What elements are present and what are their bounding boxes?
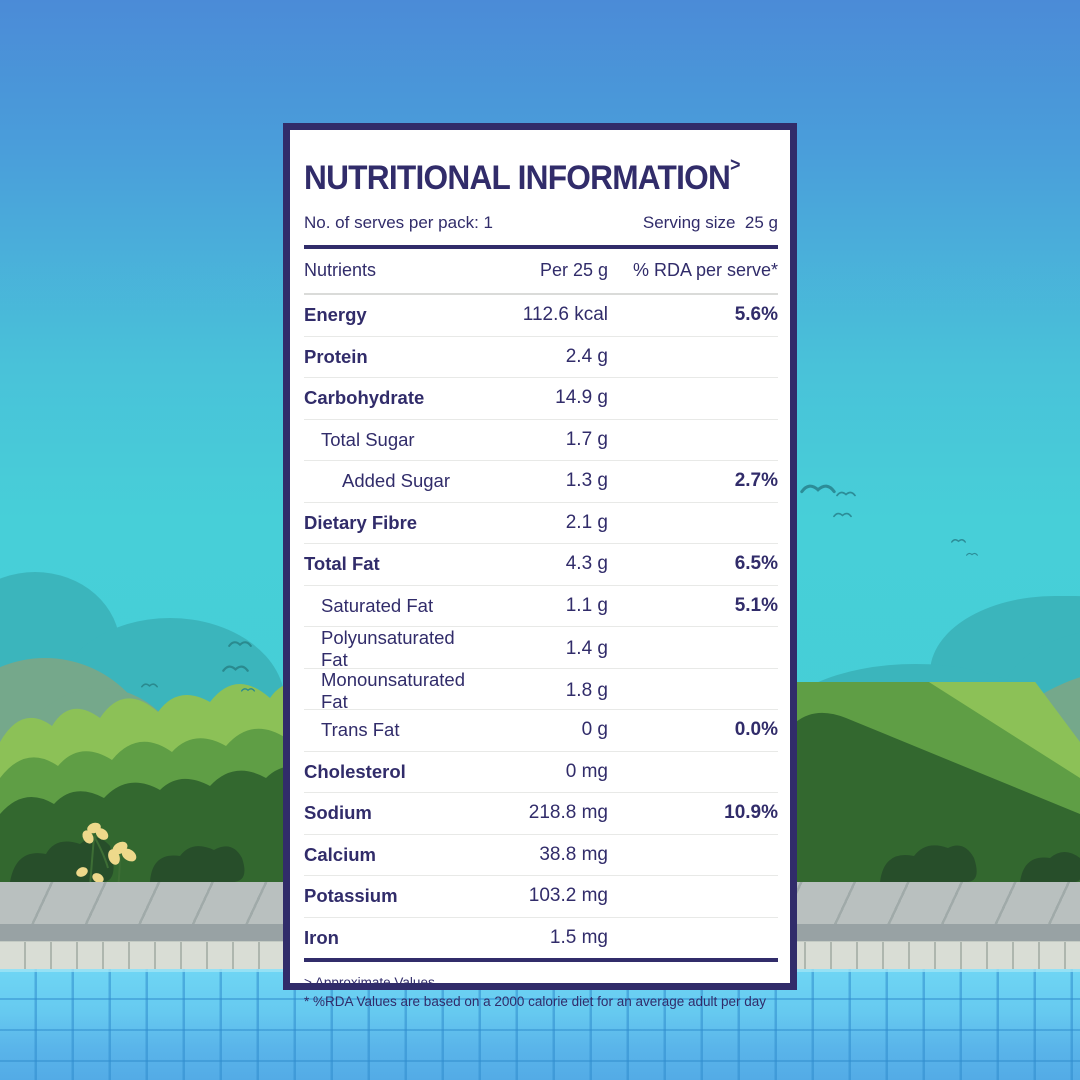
nutrient-name: Potassium xyxy=(304,885,398,907)
nutrient-value: 112.6 kcal xyxy=(522,304,608,326)
bird-icon xyxy=(800,480,836,496)
nutrient-value: 38.8 mg xyxy=(539,843,608,865)
footnote-rda: * %RDA Values are based on a 2000 calori… xyxy=(304,994,767,1009)
bird-icon xyxy=(966,551,978,557)
serving-info-row: No. of serves per pack: 1 Serving size 2… xyxy=(304,213,778,233)
nutrient-rda: 6.5% xyxy=(734,553,778,575)
serving-size-label: Serving size 25 g xyxy=(642,213,778,232)
nutrient-name: Total Sugar xyxy=(321,428,415,450)
divider-top xyxy=(304,245,778,249)
nutrient-value: 1.8 g xyxy=(565,679,608,701)
nutrient-name: Sodium xyxy=(304,802,372,824)
nutrient-value: 2.4 g xyxy=(565,345,608,367)
page-title: NUTRITIONAL INFORMATION> xyxy=(304,155,741,197)
nutrient-name: Dietary Fibre xyxy=(304,511,418,533)
nutrient-name: Energy xyxy=(304,304,367,326)
serves-per-pack-label: No. of serves per pack: 1 xyxy=(304,213,493,232)
nutrient-value: 4.3 g xyxy=(565,553,608,575)
nutrient-rda: 10.9% xyxy=(724,802,778,824)
nutrient-name: Monounsaturated Fat xyxy=(321,668,465,712)
nutrient-name: Iron xyxy=(304,926,339,948)
nutrient-value: 103.2 mg xyxy=(528,885,608,907)
bird-icon xyxy=(241,686,255,693)
footnotes: > Approximate Values * %RDA Values are b… xyxy=(304,973,778,1011)
table-row: Saturated Fat 1.1 g 5.1% xyxy=(304,586,778,627)
flowers-icon xyxy=(76,822,137,889)
nutrient-value: 1.1 g xyxy=(565,594,608,616)
column-header-per-serving: Per 25 g xyxy=(539,260,608,280)
nutrient-name: Calcium xyxy=(304,843,376,865)
nutrient-name: Saturated Fat xyxy=(321,594,434,616)
approximate-values-marker: > xyxy=(730,155,741,176)
table-row: Energy 112.6 kcal 5.6% xyxy=(304,295,778,337)
bird-icon xyxy=(951,537,966,544)
nutrient-value: 2.1 g xyxy=(565,511,608,533)
table-row: Potassium 103.2 mg xyxy=(304,876,778,918)
nutrient-value: 218.8 mg xyxy=(528,802,608,824)
nutrient-rda: 5.1% xyxy=(734,594,778,616)
table-row: Added Sugar 1.3 g 2.7% xyxy=(304,461,778,503)
table-row: Monounsaturated Fat 1.8 g xyxy=(304,668,778,712)
nutrient-name: Cholesterol xyxy=(304,760,406,782)
table-row: Protein 2.4 g xyxy=(304,337,778,378)
table-row: Total Fat 4.3 g 6.5% xyxy=(304,544,778,586)
table-row: Carbohydrate 14.9 g xyxy=(304,378,778,420)
nutrient-value: 0 g xyxy=(581,719,608,741)
table-row: Trans Fat 0 g 0.0% xyxy=(304,710,778,752)
nutrient-rda: 5.6% xyxy=(734,304,778,326)
nutrient-rda: 0.0% xyxy=(734,719,778,741)
table-row: Total Sugar 1.7 g xyxy=(304,420,778,461)
table-row: Cholesterol 0 mg xyxy=(304,752,778,793)
table-row: Calcium 38.8 mg xyxy=(304,835,778,876)
nutrient-name: Trans Fat xyxy=(321,719,400,741)
bird-icon xyxy=(222,662,249,674)
nutrient-value: 1.5 mg xyxy=(549,926,608,948)
nutrient-name: Carbohydrate xyxy=(304,387,425,409)
nutrient-rda: 2.7% xyxy=(734,470,778,492)
nutrient-value: 1.4 g xyxy=(565,638,608,659)
nutrient-value: 0 mg xyxy=(565,760,608,782)
nutrient-name: Protein xyxy=(304,345,368,367)
table-row: Dietary Fibre 2.1 g xyxy=(304,503,778,544)
table-row: Polyunsaturated Fat 1.4 g xyxy=(304,627,778,670)
nutrient-value: 1.7 g xyxy=(565,428,608,450)
nutrient-name: Added Sugar xyxy=(342,470,451,492)
bird-icon xyxy=(833,510,852,519)
nutrient-value: 14.9 g xyxy=(555,387,608,409)
nutrition-card: NUTRITIONAL INFORMATION> No. of serves p… xyxy=(283,123,797,1009)
nutrient-name: Polyunsaturated Fat xyxy=(321,627,455,670)
table-row: Sodium 218.8 mg 10.9% xyxy=(304,793,778,835)
nutrition-rows: Energy 112.6 kcal 5.6% Protein 2.4 g Car… xyxy=(304,295,778,962)
column-header-nutrients: Nutrients xyxy=(304,260,377,280)
bird-icon xyxy=(228,638,252,649)
table-header: Nutrients Per 25 g % RDA per serve* xyxy=(304,249,778,295)
nutrient-value: 1.3 g xyxy=(565,470,608,492)
footnote-approximate: > Approximate Values xyxy=(304,975,435,990)
bird-icon xyxy=(836,489,856,498)
table-row: Iron 1.5 mg xyxy=(304,918,778,959)
bird-icon xyxy=(141,681,158,689)
column-header-rda: % RDA per serve* xyxy=(632,260,778,280)
nutrient-name: Total Fat xyxy=(304,553,380,575)
